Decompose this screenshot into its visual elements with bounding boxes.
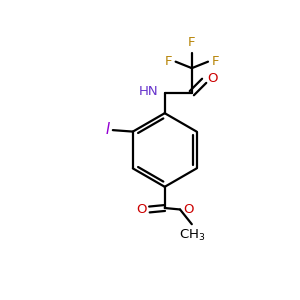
Text: F: F bbox=[165, 55, 172, 68]
Text: O: O bbox=[207, 72, 217, 85]
Text: CH$_3$: CH$_3$ bbox=[178, 228, 205, 243]
Text: I: I bbox=[106, 122, 110, 137]
Text: F: F bbox=[212, 55, 219, 68]
Text: F: F bbox=[188, 36, 196, 49]
Text: O: O bbox=[183, 203, 194, 216]
Text: O: O bbox=[136, 203, 146, 216]
Text: HN: HN bbox=[139, 85, 158, 98]
